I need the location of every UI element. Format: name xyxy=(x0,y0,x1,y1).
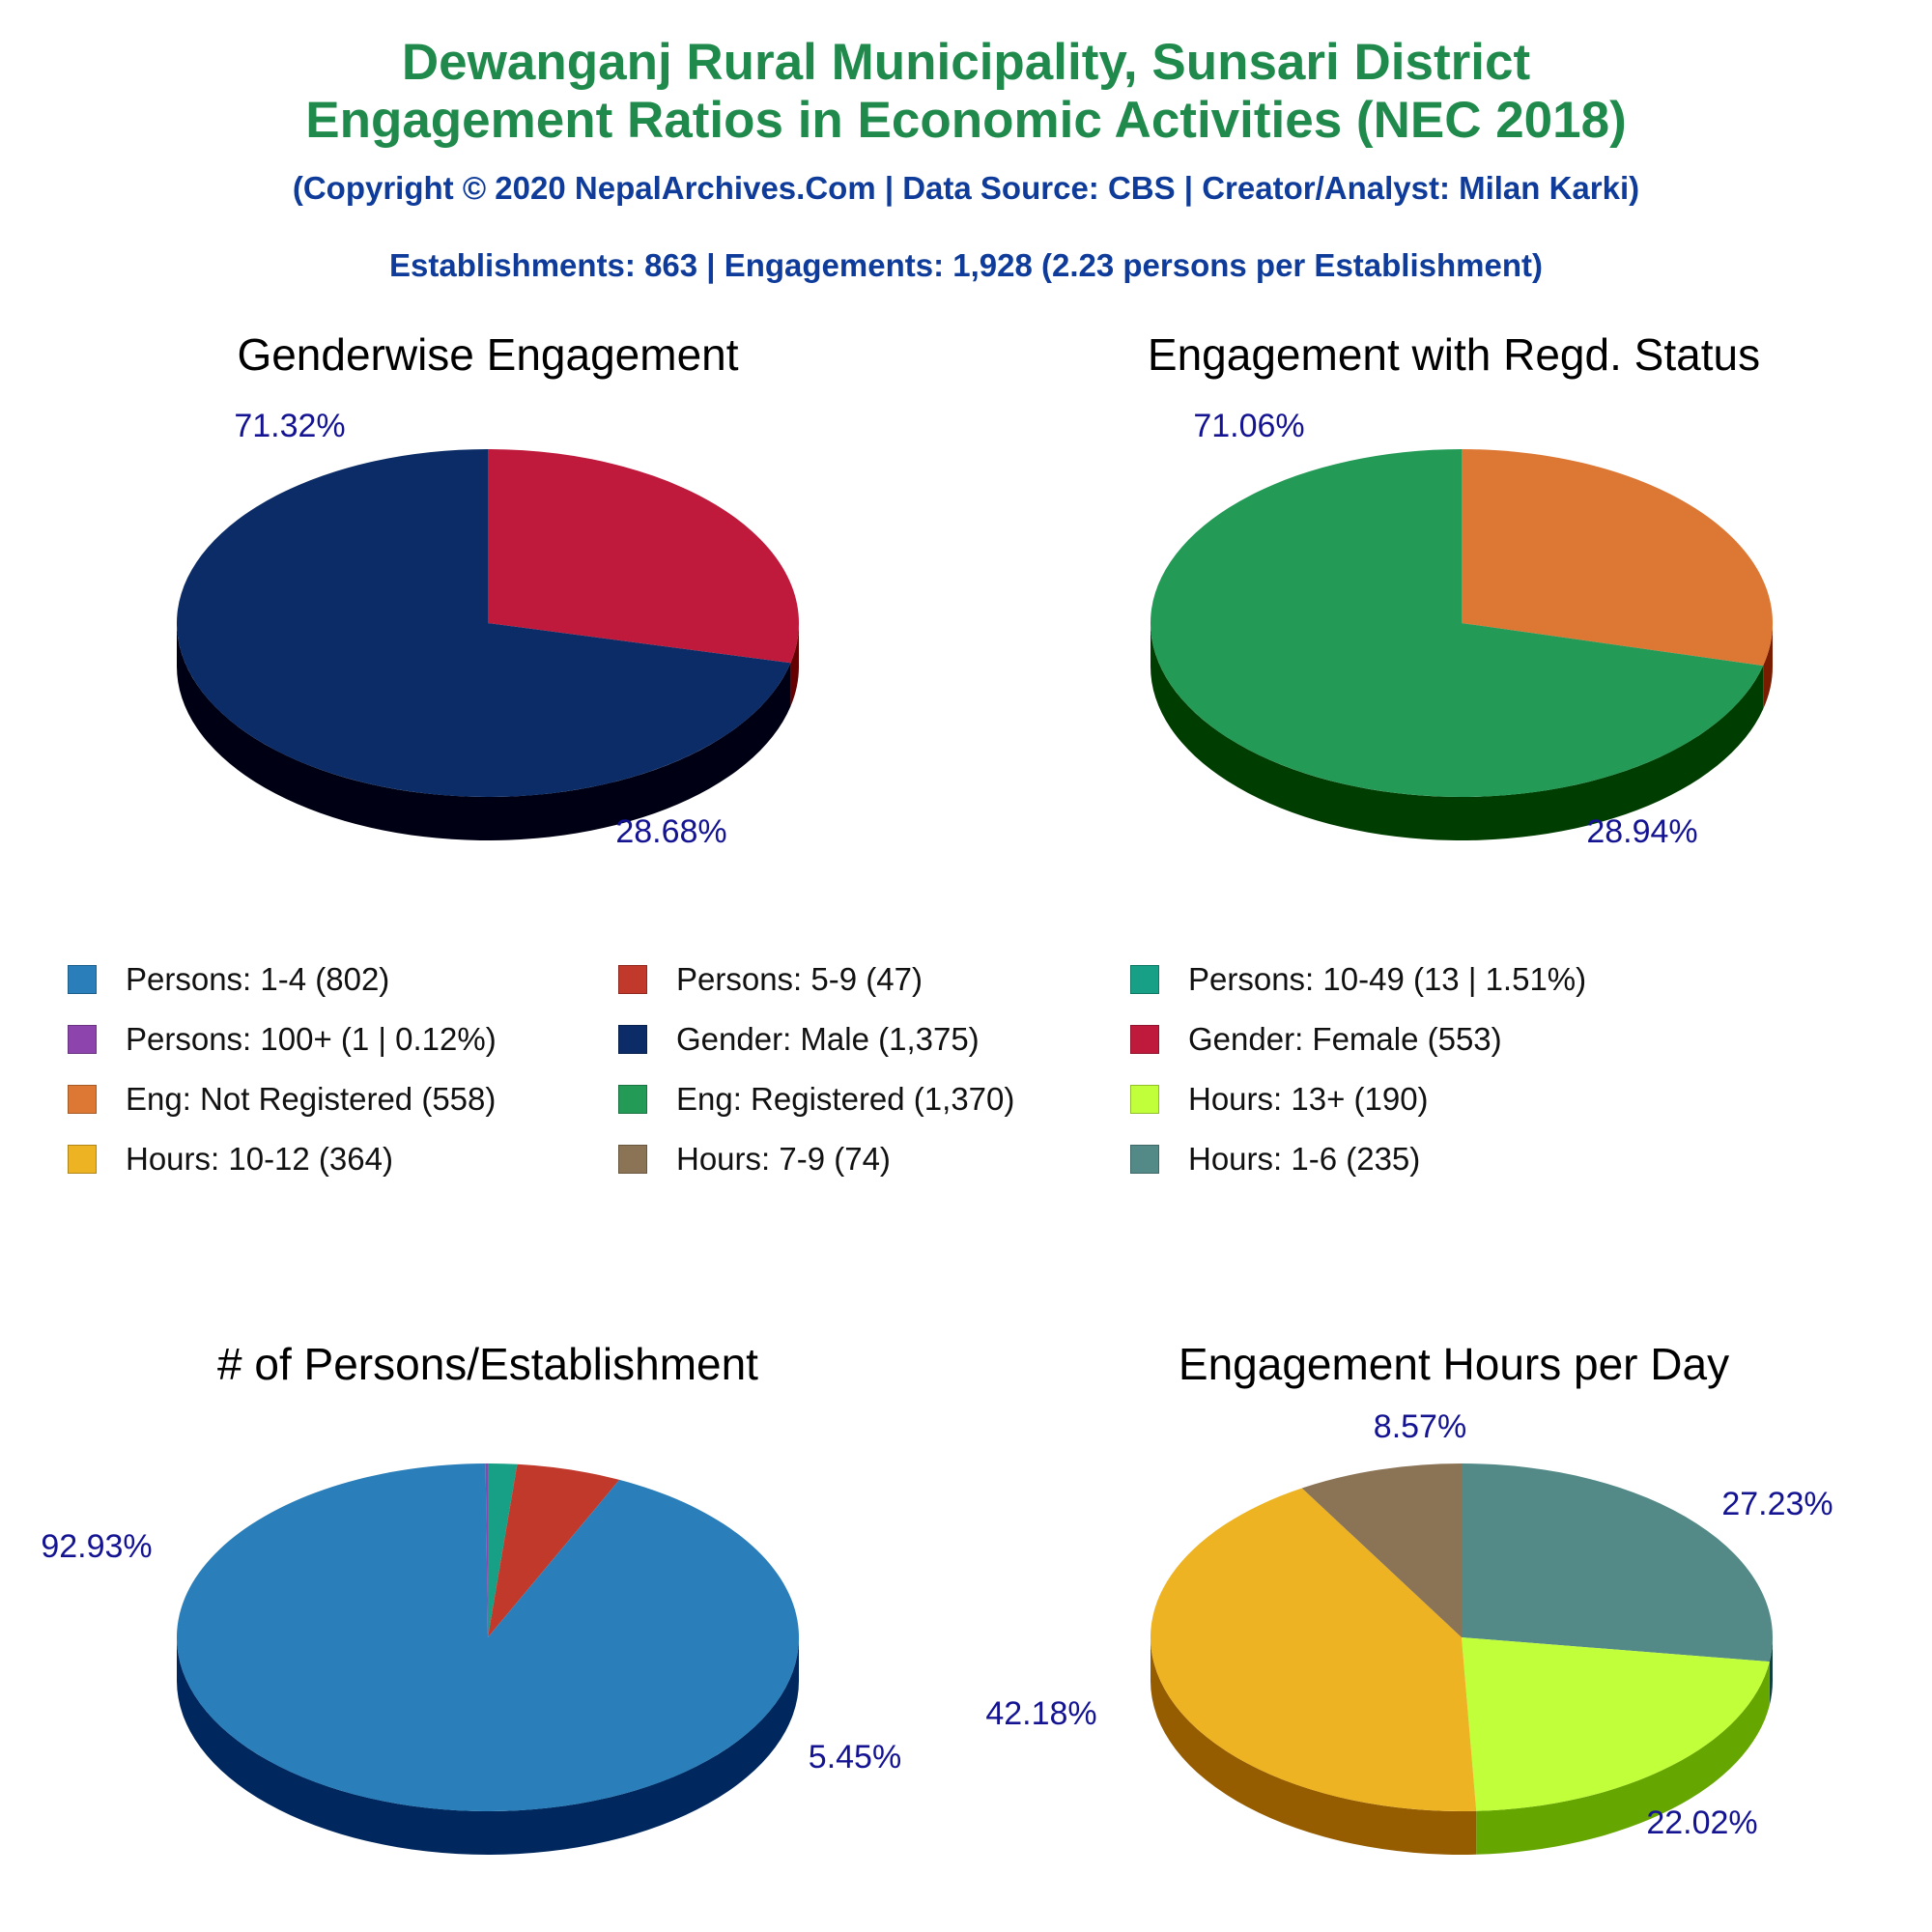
legend-swatch xyxy=(1130,1085,1159,1114)
chart-title-regd: Engagement with Regd. Status xyxy=(1147,329,1761,380)
legend-item: Gender: Female (553) xyxy=(1130,1021,1502,1058)
chart-title-hours: Engagement Hours per Day xyxy=(1178,1339,1730,1389)
legend-label: Persons: 1-4 (802) xyxy=(126,961,390,997)
legend-swatch xyxy=(68,965,97,994)
legend-item: Persons: 100+ (1 | 0.12%) xyxy=(68,1021,497,1058)
pie-side-wall xyxy=(177,1637,799,1855)
pie-side-wall xyxy=(1763,623,1773,710)
legend-swatch xyxy=(68,1145,97,1174)
pie-side-wall xyxy=(790,623,800,707)
pie-side-wall xyxy=(1769,1637,1773,1706)
pie-chart-0: 28.68% 71.32% xyxy=(177,408,800,850)
pie-percent-label: 71.32% xyxy=(234,408,345,444)
pie-slice xyxy=(1150,1488,1477,1811)
legend-label: Eng: Registered (1,370) xyxy=(676,1081,1015,1117)
pie-side-wall xyxy=(1151,623,1764,840)
legend-item: Hours: 1-6 (235) xyxy=(1130,1141,1420,1178)
main-title-line2: Engagement Ratios in Economic Activities… xyxy=(305,92,1627,149)
legend-label: Gender: Female (553) xyxy=(1188,1021,1502,1057)
pie-slice xyxy=(488,1463,518,1637)
pie-chart-3: 27.23% 22.02% 42.18% 8.57% xyxy=(985,1408,1833,1856)
pie-side-wall xyxy=(177,623,791,840)
legend-label: Gender: Male (1,375) xyxy=(676,1021,980,1057)
pie-slice xyxy=(1462,1637,1770,1811)
pie-percent-label: 8.57% xyxy=(1374,1408,1466,1445)
legend-swatch xyxy=(618,965,647,994)
legend-swatch xyxy=(68,1025,97,1054)
pie-percent-label: 27.23% xyxy=(1721,1486,1833,1522)
copyright-line: (Copyright © 2020 NepalArchives.Com | Da… xyxy=(292,170,1640,206)
legend-item: Persons: 10-49 (13 | 1.51%) xyxy=(1130,961,1586,998)
chart-title-persons: # of Persons/Establishment xyxy=(217,1339,758,1389)
pie-side-wall xyxy=(1476,1662,1770,1855)
pie-slice xyxy=(1150,449,1764,797)
legend-swatch xyxy=(1130,965,1159,994)
legend-item: Persons: 5-9 (47) xyxy=(618,961,923,998)
pie-slice xyxy=(1301,1463,1462,1637)
pie-slice xyxy=(177,449,791,797)
pie-percent-label: 5.45% xyxy=(809,1739,901,1776)
pie-slice xyxy=(488,1463,620,1637)
legend-swatch xyxy=(68,1085,97,1114)
pie-chart-2: 5.45% 92.93% xyxy=(41,1463,901,1855)
pie-percent-label: 28.68% xyxy=(615,813,726,850)
legend-label: Eng: Not Registered (558) xyxy=(126,1081,497,1117)
pie-slice xyxy=(1462,449,1773,667)
legend-item: Hours: 13+ (190) xyxy=(1130,1081,1429,1118)
legend-item: Persons: 1-4 (802) xyxy=(68,961,389,998)
pie-percent-label: 42.18% xyxy=(985,1695,1096,1732)
legend-swatch xyxy=(1130,1145,1159,1174)
legend-item: Hours: 10-12 (364) xyxy=(68,1141,393,1178)
pie-percent-label: 92.93% xyxy=(41,1528,152,1565)
chart-title-gender: Genderwise Engagement xyxy=(237,329,739,380)
legend-item: Eng: Registered (1,370) xyxy=(618,1081,1014,1118)
legend-label: Hours: 10-12 (364) xyxy=(126,1141,393,1177)
pie-percent-label: 28.94% xyxy=(1586,813,1697,850)
summary-line: Establishments: 863 | Engagements: 1,928… xyxy=(389,247,1543,283)
legend-swatch xyxy=(618,1025,647,1054)
pie-chart-1: 28.94% 71.06% xyxy=(1150,408,1773,850)
pie-side-wall xyxy=(1151,1637,1477,1856)
pie-slice xyxy=(485,1463,488,1637)
pie-percent-label: 71.06% xyxy=(1193,408,1304,444)
legend-swatch xyxy=(618,1145,647,1174)
pie-percent-label: 22.02% xyxy=(1646,1804,1757,1841)
legend-item: Eng: Not Registered (558) xyxy=(68,1081,496,1118)
pie-slice xyxy=(488,449,799,664)
legend-item: Hours: 7-9 (74) xyxy=(618,1141,891,1178)
legend-label: Hours: 7-9 (74) xyxy=(676,1141,891,1177)
legend-label: Hours: 13+ (190) xyxy=(1188,1081,1429,1117)
legend-label: Persons: 100+ (1 | 0.12%) xyxy=(126,1021,497,1057)
legend-item: Gender: Male (1,375) xyxy=(618,1021,980,1058)
legend-label: Hours: 1-6 (235) xyxy=(1188,1141,1421,1177)
legend-swatch xyxy=(618,1085,647,1114)
pie-slice xyxy=(177,1463,800,1811)
legend-label: Persons: 10-49 (13 | 1.51%) xyxy=(1188,961,1587,997)
pie-slice xyxy=(1462,1463,1773,1662)
legend-label: Persons: 5-9 (47) xyxy=(676,961,923,997)
legend-swatch xyxy=(1130,1025,1159,1054)
main-title-line1: Dewanganj Rural Municipality, Sunsari Di… xyxy=(401,34,1531,91)
